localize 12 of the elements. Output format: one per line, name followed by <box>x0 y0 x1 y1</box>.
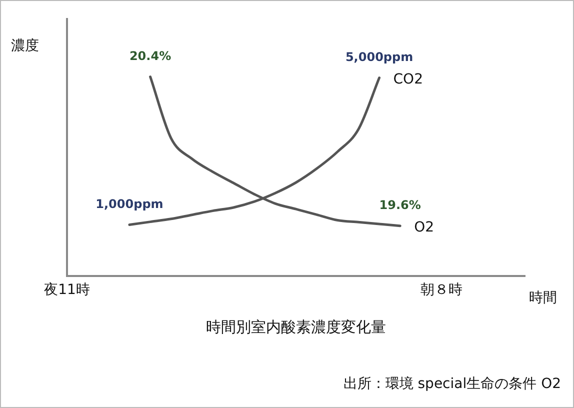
x-tick-label: 朝８時 <box>420 282 463 298</box>
series-label: CO2 <box>393 71 423 88</box>
data-label: 20.4% <box>129 48 172 63</box>
series-label: O2 <box>414 220 434 236</box>
data-label: 5,000ppm <box>345 50 414 64</box>
y-axis-title: 濃度 <box>11 37 39 55</box>
data-label: 1,000ppm <box>96 196 164 211</box>
x-tick-label: 夜11時 <box>44 282 90 298</box>
text: 出所：環境 special生命の条件 O2 <box>343 375 561 393</box>
x-axis-title: 時間 <box>529 289 557 307</box>
data-label: 19.6% <box>379 198 421 212</box>
text: 時間別室内酸素濃度変化量 <box>206 318 386 336</box>
